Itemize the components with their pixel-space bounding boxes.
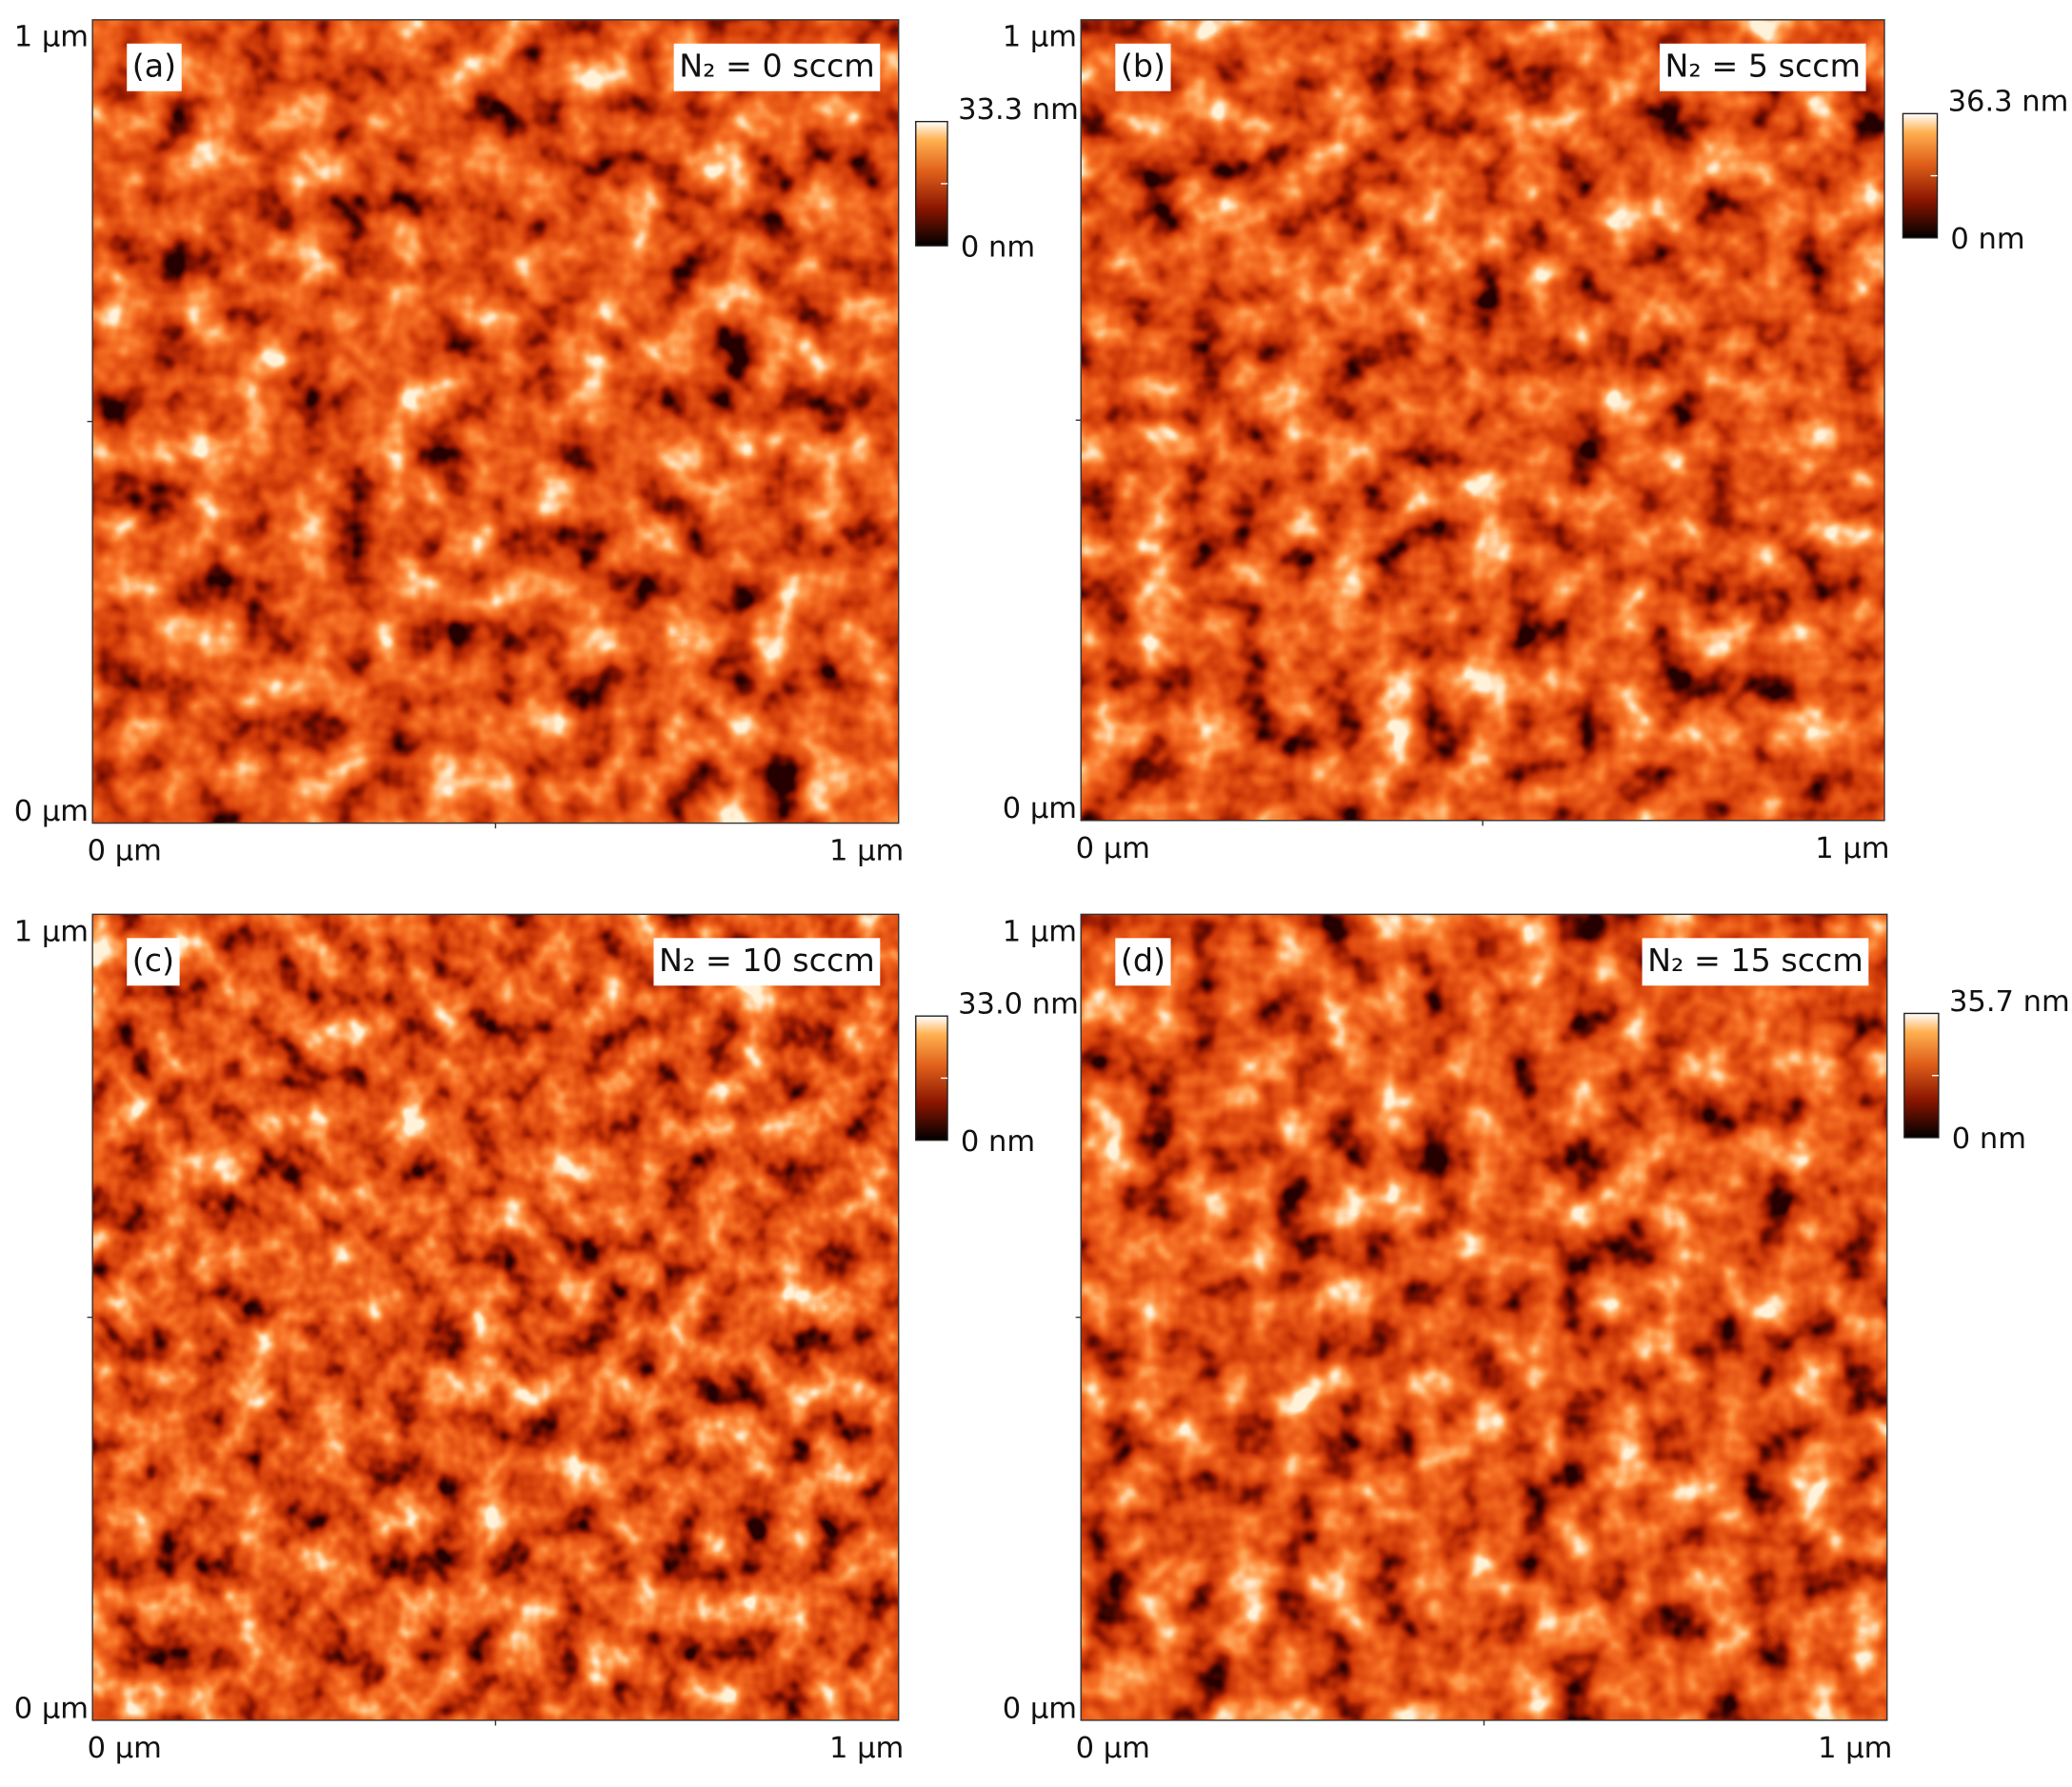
panel-label-box bbox=[127, 43, 182, 91]
x-axis-left-label: 0 µm bbox=[1076, 1732, 1150, 1765]
x-axis-left-label: 0 µm bbox=[1076, 832, 1150, 865]
colorbar-max-label: 33.0 nm bbox=[958, 988, 1079, 1022]
condition-label-box bbox=[1659, 43, 1866, 91]
panel: 1 µm 0 µm 0 µm 1 µm (d) N₂ = 15 sccm 35.7 nm 0 … bbox=[1003, 913, 2070, 1765]
afm-image bbox=[92, 914, 899, 1720]
y-axis-top-label: 1 µm bbox=[1003, 21, 1077, 54]
condition-label-box bbox=[653, 938, 881, 986]
panel-label: (a) bbox=[132, 47, 176, 84]
condition-label: N₂ = 0 sccm bbox=[679, 47, 875, 84]
colorbar-min-label: 0 nm bbox=[961, 1125, 1035, 1159]
panel-label-box bbox=[1115, 43, 1171, 91]
y-axis-bottom-label: 0 µm bbox=[14, 795, 89, 828]
y-axis-top-label: 1 µm bbox=[14, 21, 89, 54]
panel-label: (d) bbox=[1121, 942, 1166, 979]
panel-label-box bbox=[127, 938, 180, 986]
figure-content: 1 µm 0 µm 0 µm 1 µm (a) N₂ = 0 sccm 33.3 nm 0 n… bbox=[14, 19, 2070, 1765]
x-axis-right-label: 1 µm bbox=[829, 1732, 904, 1765]
panel: 1 µm 0 µm 0 µm 1 µm (a) N₂ = 0 sccm 33.3 nm 0 n… bbox=[14, 19, 1079, 868]
afm-image bbox=[92, 19, 899, 824]
panel-label: (b) bbox=[1121, 47, 1166, 84]
colorbar-max-label: 35.7 nm bbox=[1949, 985, 2070, 1019]
colorbar-min-label: 0 nm bbox=[1950, 223, 2024, 256]
condition-label: N₂ = 5 sccm bbox=[1665, 47, 1862, 84]
y-axis-top-label: 1 µm bbox=[14, 915, 89, 948]
x-axis-right-label: 1 µm bbox=[1818, 1732, 1892, 1765]
y-axis-top-label: 1 µm bbox=[1003, 915, 1077, 948]
panel-label: (c) bbox=[132, 942, 174, 979]
afm-image bbox=[1081, 914, 1887, 1720]
x-axis-left-label: 0 µm bbox=[88, 835, 162, 868]
colorbar-min-label: 0 nm bbox=[961, 230, 1035, 264]
condition-label: N₂ = 10 sccm bbox=[659, 942, 875, 979]
y-axis-bottom-label: 0 µm bbox=[1003, 792, 1077, 825]
condition-label-box bbox=[673, 43, 881, 91]
panel: 1 µm 0 µm 0 µm 1 µm (b) N₂ = 5 sccm 36.3 nm 0 n… bbox=[1003, 19, 2069, 865]
y-axis-bottom-label: 0 µm bbox=[1003, 1692, 1077, 1725]
condition-label: N₂ = 15 sccm bbox=[1647, 942, 1863, 979]
x-axis-left-label: 0 µm bbox=[88, 1732, 162, 1765]
x-axis-right-label: 1 µm bbox=[829, 835, 904, 868]
afm-image bbox=[1081, 19, 1885, 821]
condition-label-box bbox=[1642, 938, 1869, 986]
panel: 1 µm 0 µm 0 µm 1 µm (c) N₂ = 10 sccm 33.0 nm 0 … bbox=[14, 913, 1079, 1765]
panel-label-box bbox=[1115, 938, 1171, 986]
y-axis-bottom-label: 0 µm bbox=[14, 1692, 89, 1725]
colorbar-max-label: 33.3 nm bbox=[958, 93, 1079, 127]
colorbar-min-label: 0 nm bbox=[1952, 1122, 2026, 1156]
x-axis-right-label: 1 µm bbox=[1815, 832, 1889, 865]
colorbar-max-label: 36.3 nm bbox=[1948, 86, 2069, 119]
